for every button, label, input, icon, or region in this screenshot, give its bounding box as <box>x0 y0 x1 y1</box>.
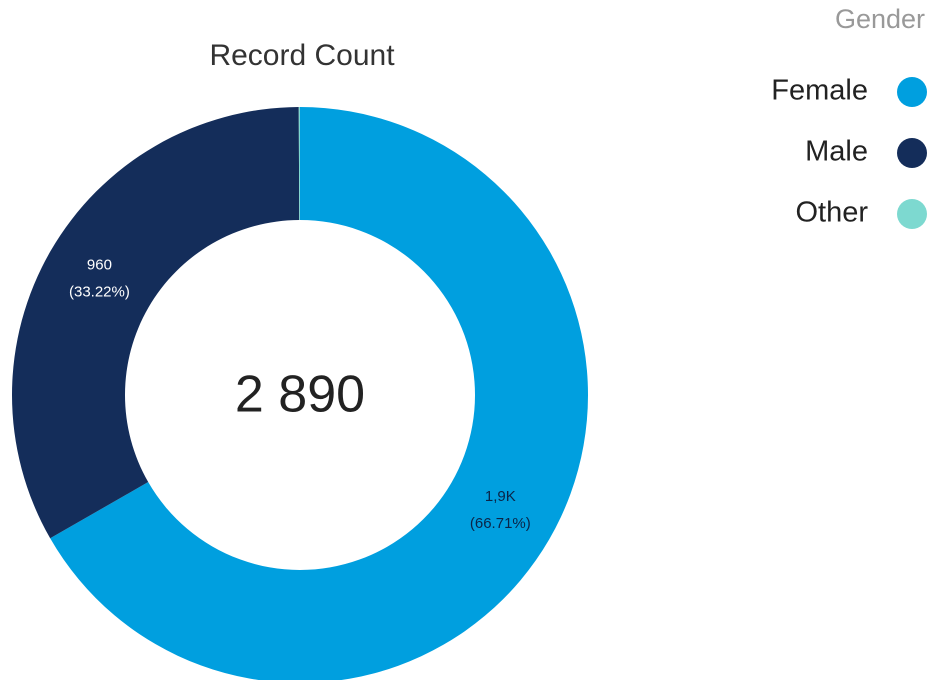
legend-marker <box>897 138 927 168</box>
data-label: 1,9K <box>485 488 516 505</box>
donut-slice <box>298 107 300 221</box>
data-label-percent: (33.22%) <box>69 283 130 300</box>
chart-title: Record Count <box>209 39 395 72</box>
center-total: 2 890 <box>235 366 365 424</box>
donut-slice <box>50 107 588 680</box>
legend-label: Other <box>795 197 868 229</box>
legend-title: Gender <box>835 4 925 34</box>
donut-slice <box>11 107 300 539</box>
data-label-percent: (66.71%) <box>470 515 531 532</box>
data-label: 960 <box>87 256 112 273</box>
legend-label: Male <box>805 136 868 168</box>
legend-label: Female <box>771 75 868 107</box>
legend-marker <box>897 77 927 107</box>
legend-marker <box>897 199 927 229</box>
